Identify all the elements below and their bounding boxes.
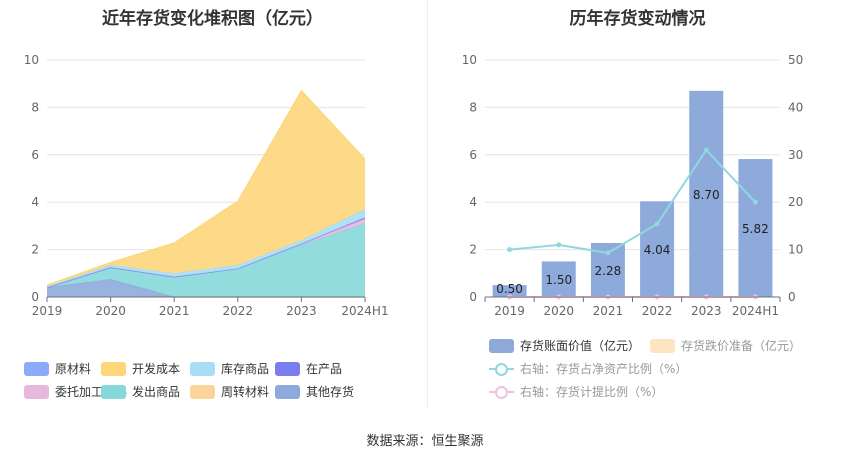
y-tick-label: 4 xyxy=(469,195,477,209)
y-tick-label: 0 xyxy=(469,290,477,304)
legend-line-marker xyxy=(489,385,514,399)
legend-swatch xyxy=(275,361,300,376)
y-tick-label: 8 xyxy=(31,100,39,114)
x-tick-label: 2022 xyxy=(642,304,673,318)
x-tick-label: 2024H1 xyxy=(732,304,779,318)
x-tick-label: 2019 xyxy=(494,304,525,318)
x-tick-label: 2020 xyxy=(543,304,574,318)
y-tick-label: 6 xyxy=(469,148,477,162)
legend-label: 存货跌价准备（亿元） xyxy=(681,339,802,353)
line-point xyxy=(605,250,611,256)
legend-item-右轴-存货占净资产比例[interactable]: 右轴：存货占净资产比例（%） xyxy=(489,360,687,377)
legend-label: 其他存货 xyxy=(306,385,355,399)
area-发出商品 xyxy=(47,223,365,297)
legend-swatch xyxy=(101,384,126,399)
area-line-开发成本 xyxy=(46,89,366,286)
y2-tick-label: 0 xyxy=(788,290,796,304)
legend-item-发出商品[interactable]: 发出商品 xyxy=(101,383,180,400)
legend-swatch xyxy=(650,338,675,353)
legend-item-库存商品[interactable]: 库存商品 xyxy=(190,360,269,377)
line-point xyxy=(654,221,660,227)
y-tick-label: 2 xyxy=(469,243,477,257)
y-tick-label: 10 xyxy=(462,53,477,67)
legend-item-其他存货[interactable]: 其他存货 xyxy=(275,383,354,400)
y2-tick-label: 20 xyxy=(788,195,803,209)
data-source: 数据来源：恒生聚源 xyxy=(366,434,484,449)
legend-label: 库存商品 xyxy=(221,362,270,376)
y2-tick-label: 50 xyxy=(788,53,803,67)
x-tick-label: 2021 xyxy=(159,304,190,318)
bar-data-label: 5.82 xyxy=(742,222,769,236)
legend-item-存货账面价值-亿元[interactable]: 存货账面价值（亿元） xyxy=(489,337,640,354)
area-库存商品 xyxy=(47,209,365,288)
y-tick-label: 6 xyxy=(31,148,39,162)
y2-tick-label: 10 xyxy=(788,243,803,257)
y-tick-label: 8 xyxy=(469,100,477,114)
x-tick-label: 2024H1 xyxy=(341,304,388,318)
legend-item-周转材料[interactable]: 周转材料 xyxy=(190,383,269,400)
y2-tick-label: 40 xyxy=(788,100,803,114)
legend-swatch xyxy=(24,361,49,376)
legend-label: 右轴：存货占净资产比例（%） xyxy=(520,362,688,376)
line-asset-ratio xyxy=(509,148,757,254)
legend-swatch xyxy=(101,361,126,376)
legend-swatch xyxy=(489,338,514,353)
x-tick-label: 2022 xyxy=(223,304,254,318)
bar xyxy=(640,201,675,297)
bar-data-label: 8.70 xyxy=(693,188,720,202)
bar xyxy=(541,261,576,297)
legend-swatch xyxy=(275,384,300,399)
bar xyxy=(492,285,527,297)
legend-item-原材料[interactable]: 原材料 xyxy=(24,360,91,377)
x-tick-label: 2020 xyxy=(95,304,126,318)
legend-label: 开发成本 xyxy=(132,362,181,376)
legend-swatch xyxy=(190,361,215,376)
legend-item-在产品[interactable]: 在产品 xyxy=(275,360,342,377)
legend-swatch xyxy=(190,384,215,399)
legend-label: 发出商品 xyxy=(132,385,181,399)
bar-data-label: 4.04 xyxy=(644,243,671,257)
bar-data-label: 2.28 xyxy=(595,264,622,278)
legend-item-右轴-存货计提比例[interactable]: 右轴：存货计提比例（%） xyxy=(489,383,663,400)
bar-data-label: 1.50 xyxy=(545,273,572,287)
x-tick-label: 2019 xyxy=(32,304,63,318)
legend-swatch xyxy=(24,384,49,399)
legend-label: 右轴：存货计提比例（%） xyxy=(520,385,664,399)
line-point xyxy=(556,242,562,248)
line-point xyxy=(752,199,758,205)
legend-label: 在产品 xyxy=(306,362,343,376)
legend-item-开发成本[interactable]: 开发成本 xyxy=(101,360,180,377)
right-chart-title: 历年存货变动情况 xyxy=(569,9,706,29)
legend-item-存货跌价准备-亿元[interactable]: 存货跌价准备（亿元） xyxy=(650,337,801,354)
y2-tick-label: 30 xyxy=(788,148,803,162)
x-tick-label: 2021 xyxy=(593,304,624,318)
left-chart-title: 近年存货变化堆积图（亿元） xyxy=(102,9,323,29)
legend-label: 原材料 xyxy=(55,362,92,376)
bar xyxy=(738,159,773,297)
line-point xyxy=(703,147,709,153)
bar-data-label: 0.50 xyxy=(496,282,523,296)
area-开发成本 xyxy=(47,90,365,287)
y-tick-label: 0 xyxy=(31,290,39,304)
panel-divider xyxy=(427,0,428,408)
y-tick-label: 2 xyxy=(31,243,39,257)
legend-label: 周转材料 xyxy=(221,385,270,399)
y-tick-label: 4 xyxy=(31,195,39,209)
line-point xyxy=(507,247,513,253)
legend-label: 存货账面价值（亿元） xyxy=(520,339,641,353)
bar xyxy=(689,90,724,297)
legend-line-marker xyxy=(489,362,514,376)
y-tick-label: 10 xyxy=(24,53,39,67)
x-tick-label: 2023 xyxy=(286,304,317,318)
x-tick-label: 2023 xyxy=(691,304,722,318)
